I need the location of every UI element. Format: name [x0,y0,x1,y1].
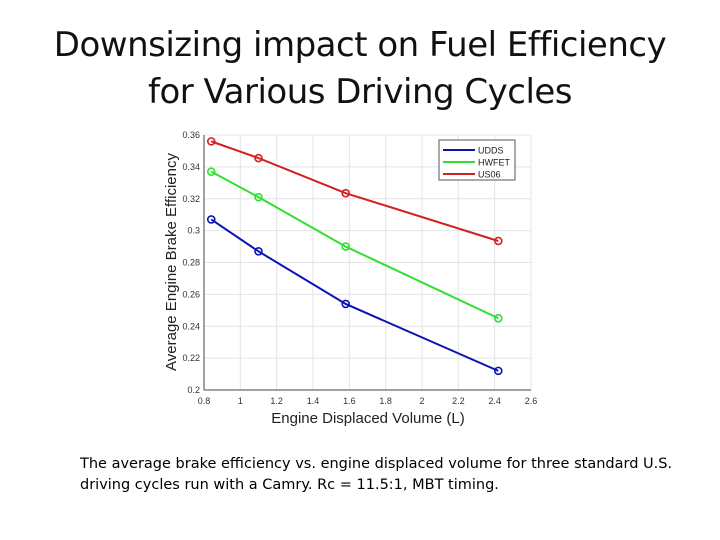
x-tick-label: 1.2 [270,396,283,406]
y-tick-label: 0.3 [187,226,200,236]
grid [203,134,532,391]
ticks: 0.8 1 1.2 1.4 1.6 1.8 2 2.2 2.4 2.6 0.2 0.22 0.24 0.2… [182,130,537,406]
x-tick-label: 0.8 [198,396,211,406]
slide-title: Downsizing impact on Fuel Efficiency for… [0,22,720,116]
data-point-udds [254,247,263,256]
data-point-us06 [493,236,503,246]
data-point-us06 [341,188,351,198]
series-line-us06 [210,140,499,242]
data-point-hwfet [341,242,351,251]
data-point-hwfet [206,167,216,176]
x-tick-label: 2.4 [488,396,501,406]
x-tick-label: 2.2 [452,396,465,406]
y-tick-label: 0.36 [182,130,200,140]
y-tick-label: 0.2 [187,385,200,395]
x-tick-label: 1.8 [379,396,392,406]
y-tick-label: 0.26 [182,289,200,299]
x-tick-label: 2.6 [525,396,538,406]
data-point-udds [206,215,216,224]
y-tick-label: 0.28 [182,258,200,268]
y-tick-label: 0.24 [182,321,200,331]
data-point-udds [341,299,351,309]
data-point-us06 [206,137,216,146]
figure-caption: The average brake efficiency vs. engine … [80,456,673,493]
series-line-hwfet [210,170,499,320]
title-line-1: Downsizing impact on Fuel Efficiency [53,25,667,65]
series-lines [206,137,503,376]
x-tick-label: 1.6 [343,396,356,406]
data-point-hwfet [254,192,263,202]
legend: UDDS HWFET US06 [438,139,516,181]
legend-label: UDDS [478,146,504,156]
x-tick-label: 2 [419,396,424,406]
data-point-udds [493,366,503,376]
title-line-2: for Various Driving Cycles [147,72,573,112]
x-axis-label: Engine Displaced Volume (L) [271,410,464,427]
legend-label: HWFET [478,158,510,168]
data-point-us06 [254,153,263,163]
y-axis-label: Average Engine Brake Efficiency [163,153,180,371]
y-tick-label: 0.22 [182,353,200,363]
legend-label: US06 [478,170,501,180]
x-tick-label: 1 [238,396,243,406]
series-line-udds [210,218,499,372]
x-tick-label: 1.4 [307,396,320,406]
y-tick-label: 0.32 [182,194,200,204]
y-tick-label: 0.34 [182,162,200,172]
data-point-hwfet [493,313,503,323]
